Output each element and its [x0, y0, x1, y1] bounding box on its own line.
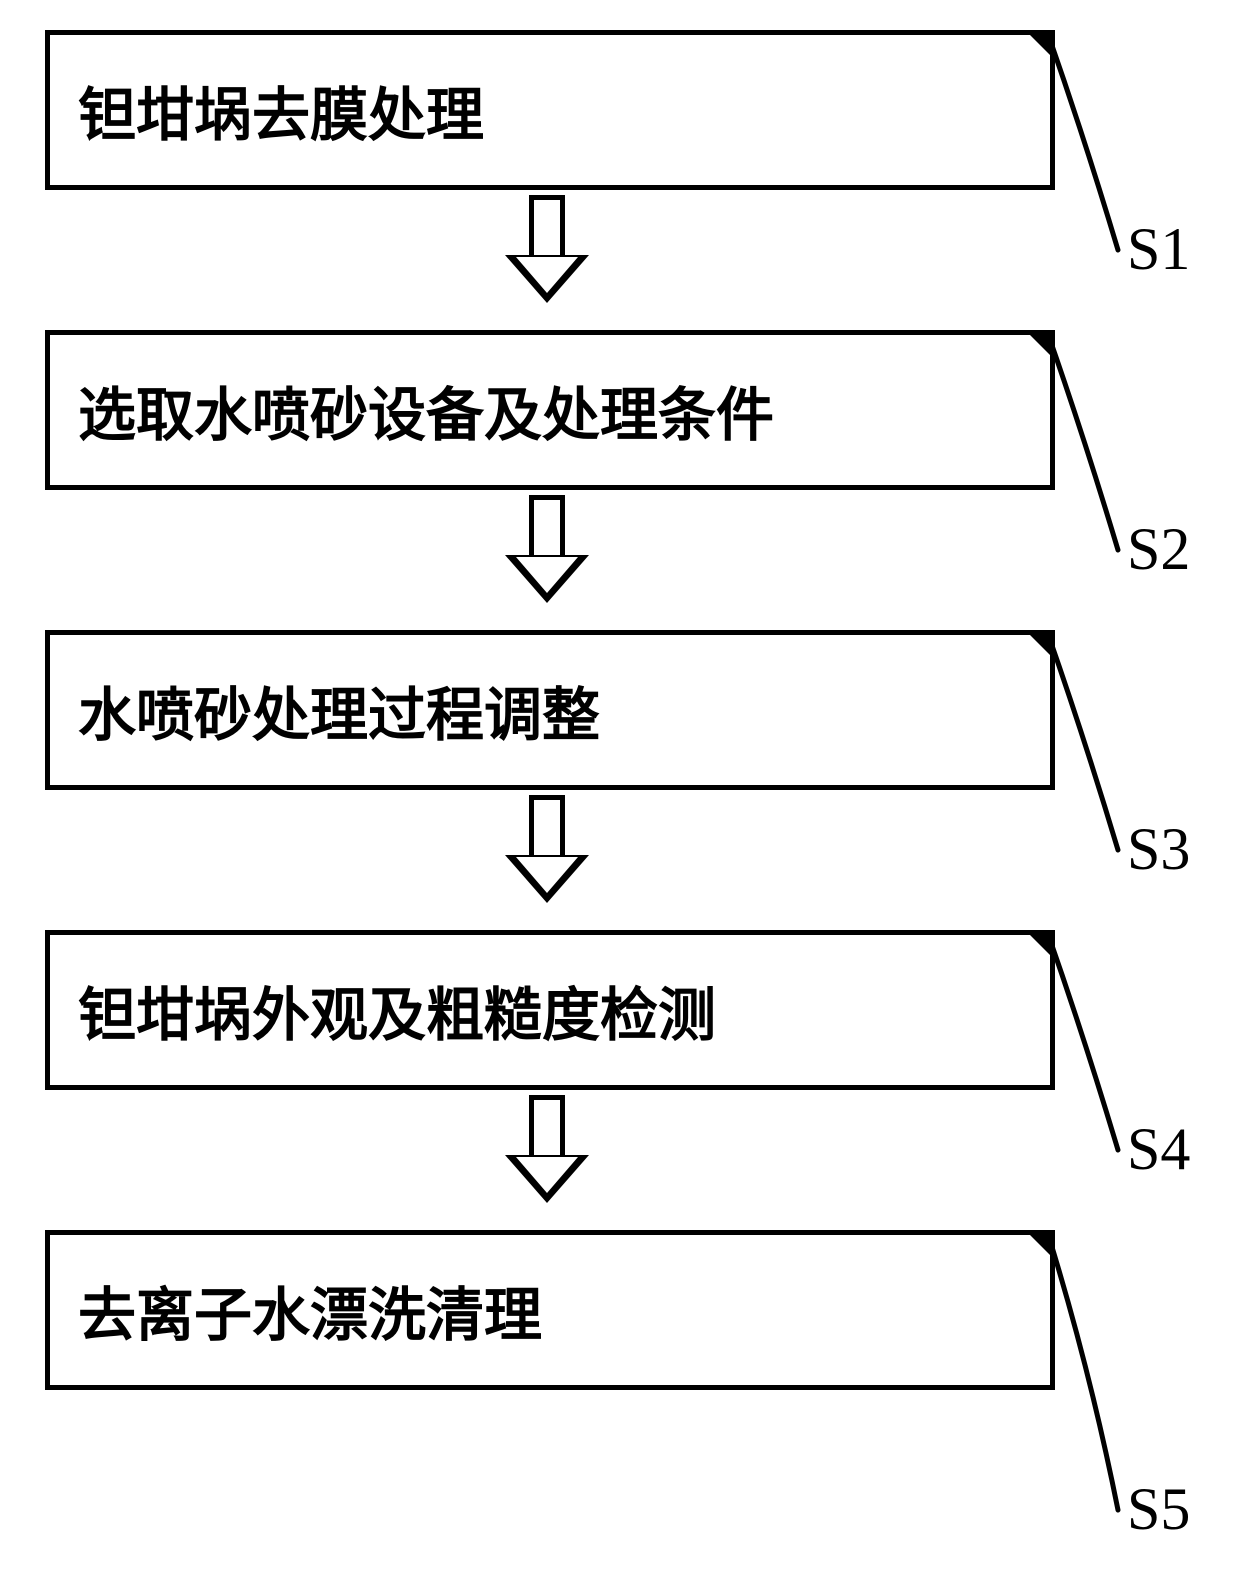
step-text: 钽坩埚去膜处理 — [78, 68, 484, 152]
step-box-s4: 钽坩埚外观及粗糙度检测 — [45, 930, 1055, 1090]
flowchart-canvas: 钽坩埚去膜处理 选取水喷砂设备及处理条件 水喷砂处理过程调整 钽坩埚外观及粗糙度… — [0, 0, 1240, 1582]
arrow-head — [505, 255, 589, 303]
arrow-3 — [505, 795, 589, 903]
step-box-s1: 钽坩埚去膜处理 — [45, 30, 1055, 190]
label-s1: S1 — [1127, 215, 1190, 284]
corner-fold — [1025, 1230, 1055, 1260]
step-box-s5: 去离子水漂洗清理 — [45, 1230, 1055, 1390]
step-box-s2: 选取水喷砂设备及处理条件 — [45, 330, 1055, 490]
arrow-stem — [529, 195, 565, 255]
step-box-s3: 水喷砂处理过程调整 — [45, 630, 1055, 790]
corner-fold — [1025, 30, 1055, 60]
step-text: 去离子水漂洗清理 — [78, 1268, 542, 1352]
label-s5: S5 — [1127, 1475, 1190, 1544]
label-s2: S2 — [1127, 515, 1190, 584]
arrow-head — [505, 555, 589, 603]
arrow-2 — [505, 495, 589, 603]
corner-fold — [1025, 330, 1055, 360]
arrow-head — [505, 1155, 589, 1203]
corner-fold — [1025, 630, 1055, 660]
corner-fold — [1025, 930, 1055, 960]
arrow-stem — [529, 495, 565, 555]
arrow-head — [505, 855, 589, 903]
arrow-stem — [529, 1095, 565, 1155]
step-text: 选取水喷砂设备及处理条件 — [78, 368, 774, 452]
step-text: 钽坩埚外观及粗糙度检测 — [78, 968, 716, 1052]
arrow-4 — [505, 1095, 589, 1203]
arrow-stem — [529, 795, 565, 855]
label-s3: S3 — [1127, 815, 1190, 884]
step-text: 水喷砂处理过程调整 — [78, 668, 600, 752]
label-s4: S4 — [1127, 1115, 1190, 1184]
arrow-1 — [505, 195, 589, 303]
